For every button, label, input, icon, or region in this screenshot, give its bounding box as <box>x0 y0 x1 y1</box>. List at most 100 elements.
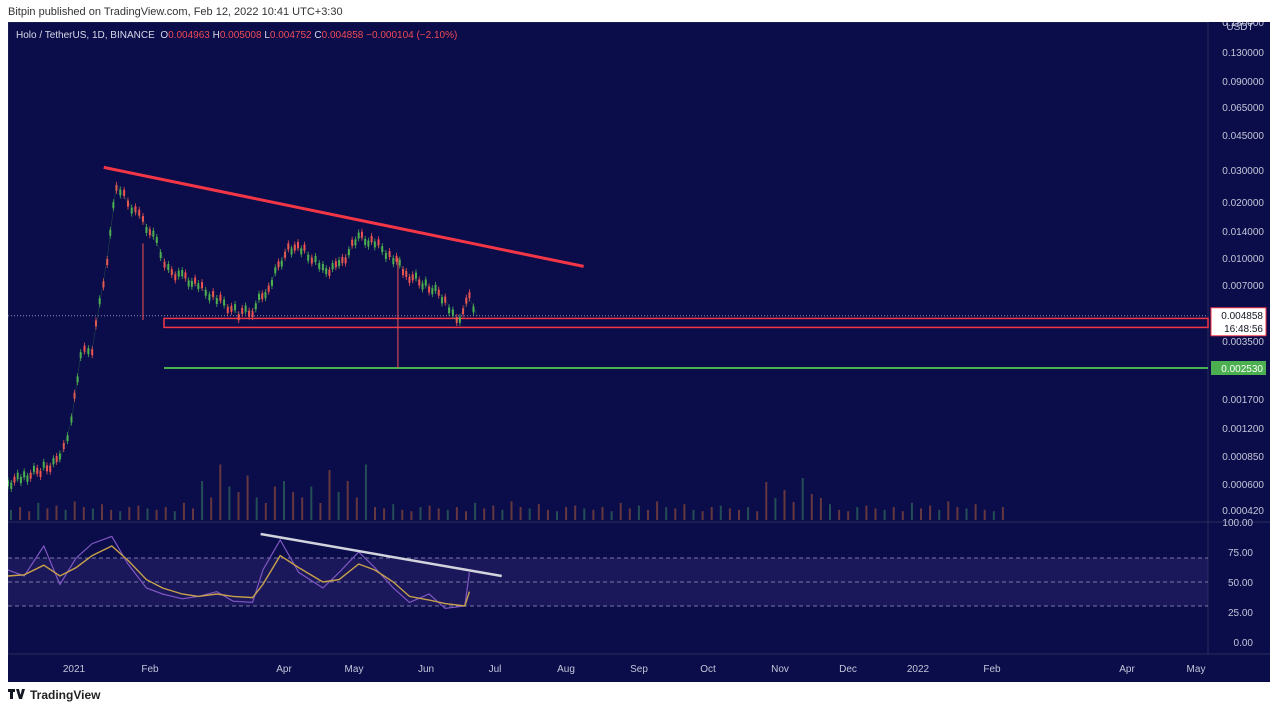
volume-bar <box>710 507 713 520</box>
price-tick-label: 0.003500 <box>1222 337 1264 348</box>
candle-body <box>98 298 101 305</box>
candle-body <box>170 269 173 276</box>
candle-body <box>70 416 73 423</box>
candle-body <box>248 310 251 317</box>
chart-area[interactable]: 0.180000 0.130000 0.090000 0.065000 0.045000… <box>8 22 1270 682</box>
volume-bar <box>319 503 322 520</box>
volume-bar <box>665 507 668 520</box>
candle-body <box>472 306 475 313</box>
candle-body <box>290 248 293 255</box>
candle-body <box>388 251 391 258</box>
rsi-line <box>8 535 470 610</box>
volume-bar <box>783 490 786 520</box>
rsi-band <box>8 558 1208 606</box>
candle-body <box>440 297 443 304</box>
candle-body <box>341 256 344 263</box>
candle-body <box>94 320 97 327</box>
volume-bar <box>819 498 822 520</box>
price-tick-label: 0.014000 <box>1222 227 1264 238</box>
candle-body <box>434 284 437 291</box>
candle-body <box>76 376 79 383</box>
candle-body <box>123 189 126 196</box>
time-tick-label: Apr <box>1119 664 1135 675</box>
currency-label: USDT <box>1226 22 1253 33</box>
price-tick-label: 0.000420 <box>1222 506 1264 517</box>
candle-body <box>13 476 16 483</box>
candle-body <box>141 215 144 222</box>
candle-body <box>109 229 112 236</box>
candle-body <box>8 480 9 487</box>
candle-body <box>177 270 180 277</box>
candle-body <box>134 206 137 213</box>
volume-bar <box>856 507 859 520</box>
support-label-box <box>1211 361 1266 375</box>
volume-bar <box>82 507 85 520</box>
candle-body <box>241 307 244 314</box>
time-tick-label: Feb <box>141 664 159 675</box>
time-tick-label: Apr <box>276 664 292 675</box>
volume-bar <box>910 502 913 520</box>
candle-body <box>421 283 424 290</box>
volume-bar <box>137 505 140 520</box>
volume-bar <box>264 503 267 520</box>
candle-body <box>83 345 86 352</box>
candle-body <box>184 272 187 279</box>
volume-bar <box>219 464 222 520</box>
candle-body <box>201 282 204 289</box>
candle-body <box>106 258 109 265</box>
candle-body <box>264 292 267 299</box>
candle-body <box>338 259 341 266</box>
price-tick-label: 0.130000 <box>1222 48 1264 59</box>
candle-body <box>455 317 458 324</box>
price-tick-label: 0.000850 <box>1222 452 1264 463</box>
candle-body <box>418 279 421 286</box>
candle-body <box>431 288 434 295</box>
candle-body <box>102 281 105 288</box>
candle-body <box>52 458 55 465</box>
volume-bar <box>455 507 458 520</box>
candle-body <box>310 257 313 264</box>
candle-body <box>261 293 264 300</box>
candle-body <box>267 285 270 292</box>
volume-bar <box>683 504 686 520</box>
volume-bar <box>574 505 577 520</box>
volume-bar <box>410 511 413 520</box>
volume-bar <box>701 511 704 520</box>
volume-bar <box>765 482 768 520</box>
candle-body <box>45 465 48 472</box>
volume-bar <box>10 509 12 520</box>
volume-bar <box>273 486 276 520</box>
candle-body <box>314 255 317 262</box>
chart-svg[interactable]: 0.180000 0.130000 0.090000 0.065000 0.045000… <box>8 22 1270 682</box>
resistance-zone <box>163 317 1209 329</box>
high-value: 0.005008 <box>219 30 262 41</box>
candle-body <box>280 260 283 267</box>
candle-body <box>58 453 61 460</box>
volume-bar <box>146 508 149 520</box>
candle-body <box>270 279 273 286</box>
volume-bar <box>128 507 131 520</box>
volume-bar <box>583 508 586 520</box>
candle-body <box>451 309 454 316</box>
volume-bar <box>537 504 540 520</box>
price-tick-label: 0.000600 <box>1222 480 1264 491</box>
time-tick-label: 2021 <box>63 664 86 675</box>
volume-bar <box>601 507 604 520</box>
candle-body <box>36 467 39 474</box>
candle-body <box>277 261 280 268</box>
candle-body <box>39 470 42 477</box>
volume-bar <box>328 470 331 520</box>
price-trendline <box>103 165 584 268</box>
candle-body <box>49 465 52 472</box>
candle-body <box>398 259 401 266</box>
volume-bar <box>401 509 404 520</box>
candle-body <box>274 267 277 274</box>
volume-bar <box>983 509 986 520</box>
volume-bar <box>346 481 349 520</box>
support-label: 0.002530 <box>1221 364 1263 375</box>
price-tick-label: 0.045000 <box>1222 131 1264 142</box>
volume-bar <box>546 509 549 520</box>
volume-bar <box>492 505 495 520</box>
candle-body <box>364 238 367 245</box>
candle-body <box>325 268 328 275</box>
